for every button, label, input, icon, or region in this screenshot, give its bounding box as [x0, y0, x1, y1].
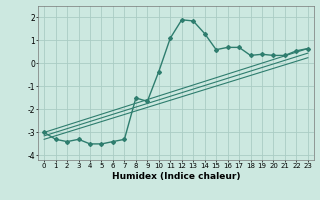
X-axis label: Humidex (Indice chaleur): Humidex (Indice chaleur)	[112, 172, 240, 181]
